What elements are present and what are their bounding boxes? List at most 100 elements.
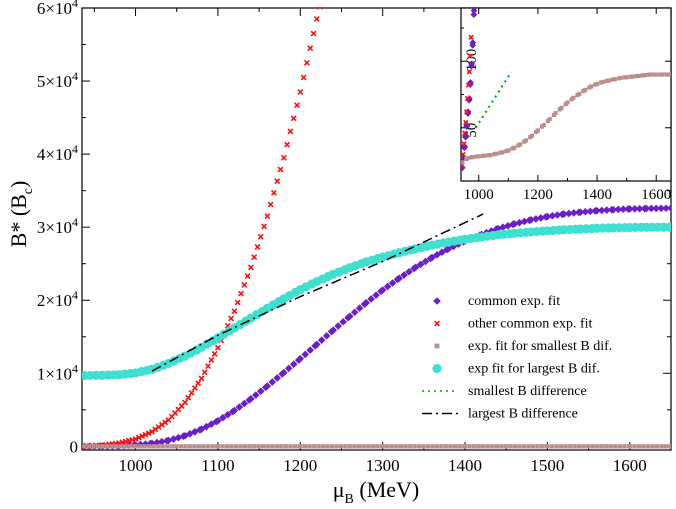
inset-data-point (468, 34, 474, 40)
data-point (604, 444, 609, 449)
data-point (650, 444, 655, 449)
data-point (380, 444, 385, 449)
inset-data-point (667, 72, 671, 77)
data-point (499, 223, 507, 232)
data-point (303, 59, 310, 66)
data-point (642, 204, 651, 213)
data-point (599, 444, 604, 449)
data-point (133, 444, 138, 449)
inset-data-point (559, 105, 564, 110)
data-point (617, 444, 623, 449)
data-point (261, 223, 268, 230)
data-point (182, 399, 188, 406)
data-point (261, 444, 266, 449)
inset-data-point (571, 95, 576, 100)
data-point (476, 444, 481, 449)
data-point (86, 444, 92, 449)
data-point (421, 444, 426, 449)
inset-data-point (612, 77, 617, 82)
data-point (515, 218, 524, 227)
data-point (174, 444, 179, 449)
legend-swatch (433, 297, 441, 305)
data-point (339, 318, 347, 326)
data-point (301, 350, 310, 359)
data-point (277, 166, 284, 173)
inset-x-tick-label: 1600 (641, 187, 671, 203)
data-point (142, 431, 149, 438)
legend-label: largest B difference (468, 407, 578, 422)
data-point (310, 30, 317, 37)
data-point (543, 212, 552, 221)
data-point (635, 204, 644, 213)
data-point (494, 444, 499, 449)
data-point (641, 444, 646, 449)
data-point (428, 253, 436, 262)
data-point (343, 444, 348, 449)
inset-series-smallest-b-difference (474, 71, 513, 129)
inset-data-point (583, 87, 588, 92)
data-point (362, 298, 371, 307)
data-point (586, 444, 591, 449)
data-point (139, 433, 146, 440)
data-point (191, 385, 198, 392)
data-point (247, 264, 254, 271)
x-tick-label: 1300 (366, 456, 400, 475)
data-point (425, 444, 431, 449)
data-point (123, 444, 128, 449)
data-point (512, 444, 518, 449)
data-point (265, 444, 270, 449)
data-point (412, 444, 417, 449)
data-point (490, 444, 495, 449)
data-point (297, 89, 304, 95)
data-point (242, 444, 248, 449)
x-tick-label: 1400 (448, 456, 482, 475)
data-point (307, 444, 312, 449)
data-point (439, 444, 444, 449)
data-point (416, 260, 425, 269)
data-point (270, 189, 277, 196)
inset-x-tick-label: 1000 (464, 187, 494, 203)
inset-data-point (482, 153, 487, 158)
data-point (188, 389, 195, 396)
data-point (187, 444, 193, 449)
data-point (210, 444, 215, 449)
data-point (565, 209, 573, 218)
data-point (366, 444, 371, 449)
data-point (118, 444, 123, 449)
legend-entry: exp. fit for smallest B dif. (434, 339, 612, 354)
data-point (91, 444, 96, 449)
data-point (433, 251, 441, 259)
data-point (287, 128, 294, 135)
data-point (109, 444, 114, 449)
y-tick-label: 5×104 (37, 69, 78, 91)
data-point (537, 214, 545, 222)
inset-data-point (529, 133, 535, 138)
data-point (247, 395, 255, 403)
inset-data-point (470, 11, 478, 19)
data-point (434, 444, 440, 449)
data-point (280, 368, 288, 377)
main-data (82, 8, 671, 450)
data-point (104, 444, 110, 449)
data-point (549, 444, 555, 449)
data-point (383, 282, 392, 291)
data-point (198, 375, 205, 382)
data-point (311, 444, 317, 449)
data-point (329, 326, 338, 334)
inset-data-point (461, 151, 466, 158)
data-point (181, 431, 189, 440)
data-point (394, 444, 399, 449)
data-point (462, 444, 468, 449)
data-point (526, 444, 531, 449)
inset-data-point (594, 81, 600, 86)
inset-series-exp-fit-for-smallest-b-dif (461, 72, 671, 165)
data-point (207, 420, 216, 428)
data-point (325, 444, 330, 449)
data-point (251, 254, 258, 261)
data-point (535, 444, 540, 449)
data-point (256, 387, 265, 395)
inset-data-point (535, 128, 540, 133)
inset-data-point (660, 72, 665, 77)
data-point (586, 207, 595, 216)
